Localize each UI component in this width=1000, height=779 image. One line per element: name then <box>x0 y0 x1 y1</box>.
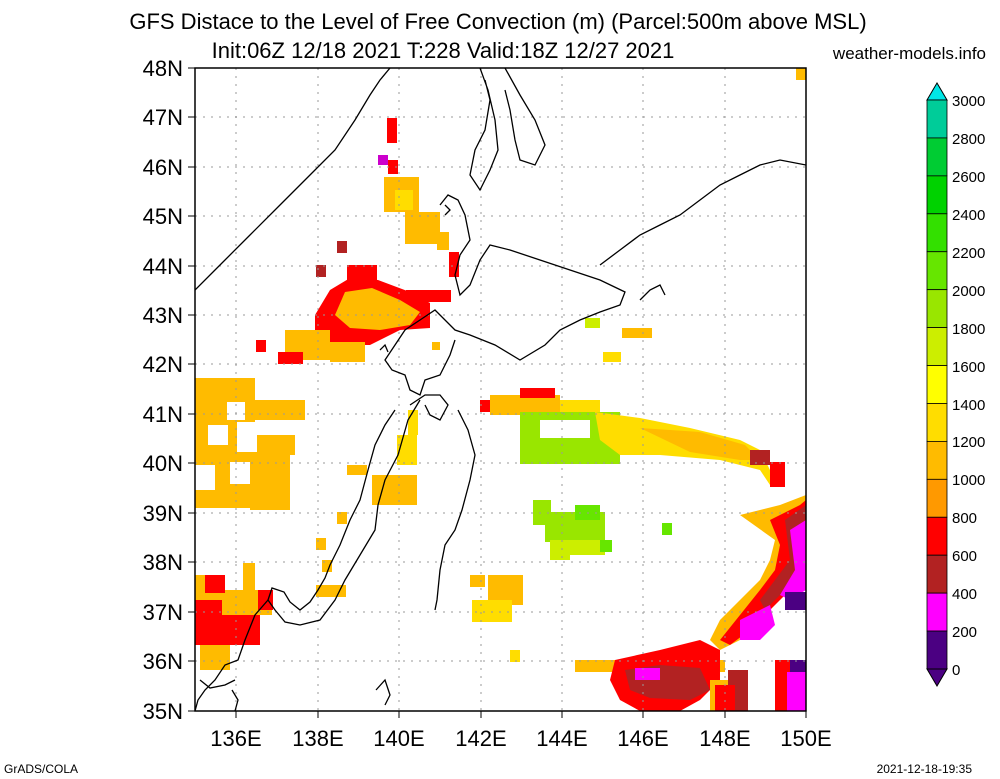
colorbar-label: 2000 <box>952 283 985 300</box>
colorbar: 3000 2800 2600 2400 2200 2000 1800 1600 … <box>926 82 985 687</box>
colorbar-swatch <box>926 403 948 442</box>
lat-label: 42N <box>143 352 183 377</box>
lon-labels: 136E 138E 140E 142E 144E 146E 148E 150E <box>210 726 831 751</box>
title-line-2: Init:06Z 12/18 2021 T:228 Valid:18Z 12/2… <box>0 38 998 64</box>
colorbar-swatch <box>926 516 948 556</box>
lon-label: 146E <box>617 726 668 751</box>
colorbar-label: 1600 <box>952 359 985 376</box>
site-label: weather-models.info <box>832 44 986 63</box>
lon-label: 148E <box>699 726 750 751</box>
tick-marks <box>188 67 807 718</box>
lon-label: 136E <box>210 726 261 751</box>
lat-label: 40N <box>143 451 183 476</box>
lat-label: 38N <box>143 550 183 575</box>
colorbar-label: 0 <box>952 662 960 679</box>
lat-label: 37N <box>143 600 183 625</box>
colorbar-swatch <box>926 251 948 291</box>
colorbar-labels: 3000 2800 2600 2400 2200 2000 1800 1600 … <box>952 93 985 679</box>
colorbar-swatch <box>926 327 948 366</box>
title-line-1: GFS Distace to the Level of Free Convect… <box>129 9 867 34</box>
colorbar-label: 2200 <box>952 245 985 262</box>
colorbar-swatch <box>926 478 948 518</box>
lat-label: 45N <box>143 204 183 229</box>
colorbar-swatch <box>926 289 948 328</box>
colorbar-swatch <box>926 592 948 632</box>
footer-right: 2021-12-18-19:35 <box>876 762 972 776</box>
colorbar-label: 1400 <box>952 397 985 414</box>
colorbar-label: 200 <box>952 624 977 641</box>
plot-frame <box>194 67 807 712</box>
footer-left: GrADS/COLA <box>4 762 79 776</box>
lat-label: 41N <box>143 402 183 427</box>
lat-label: 47N <box>143 105 183 130</box>
lat-label: 43N <box>143 303 183 328</box>
colorbar-swatch <box>926 99 948 139</box>
colorbar-label: 800 <box>952 510 977 527</box>
colorbar-top-arrow <box>926 82 948 101</box>
lon-label: 140E <box>373 726 424 751</box>
grid-lines <box>195 68 806 711</box>
lat-label: 46N <box>143 155 183 180</box>
colorbar-label: 2800 <box>952 131 985 148</box>
title-line-2-text: Init:06Z 12/18 2021 T:228 Valid:18Z 12/2… <box>211 38 675 63</box>
lat-label: 36N <box>143 649 183 674</box>
lon-label: 142E <box>455 726 506 751</box>
colorbar-swatch <box>926 175 948 215</box>
colorbar-label: 600 <box>952 548 977 565</box>
colorbar-label: 1200 <box>952 434 985 451</box>
lat-labels: 48N 47N 46N 45N 44N 43N 42N 41N 40N 39N … <box>143 56 183 724</box>
lat-label: 35N <box>143 699 183 724</box>
colorbar-swatches <box>926 99 948 670</box>
lat-label: 44N <box>143 254 183 279</box>
colorbar-swatch <box>926 630 948 670</box>
colorbar-swatch <box>926 440 948 480</box>
colorbar-swatch <box>926 554 948 594</box>
colorbar-bottom-arrow <box>926 668 948 687</box>
colorbar-label: 2400 <box>952 207 985 224</box>
lat-label: 39N <box>143 501 183 526</box>
colorbar-swatch <box>926 213 948 253</box>
colorbar-swatch <box>926 137 948 177</box>
lon-label: 150E <box>780 726 831 751</box>
coastlines <box>195 68 806 711</box>
lon-label: 144E <box>536 726 587 751</box>
colorbar-label: 2600 <box>952 169 985 186</box>
colorbar-label: 1000 <box>952 472 985 489</box>
colorbar-label: 3000 <box>952 93 985 110</box>
lat-label: 48N <box>143 56 183 81</box>
lon-label: 138E <box>292 726 343 751</box>
colorbar-label: 400 <box>952 586 977 603</box>
colorbar-swatch <box>926 365 948 404</box>
lfc-shading <box>195 68 806 711</box>
colorbar-label: 1800 <box>952 321 985 338</box>
